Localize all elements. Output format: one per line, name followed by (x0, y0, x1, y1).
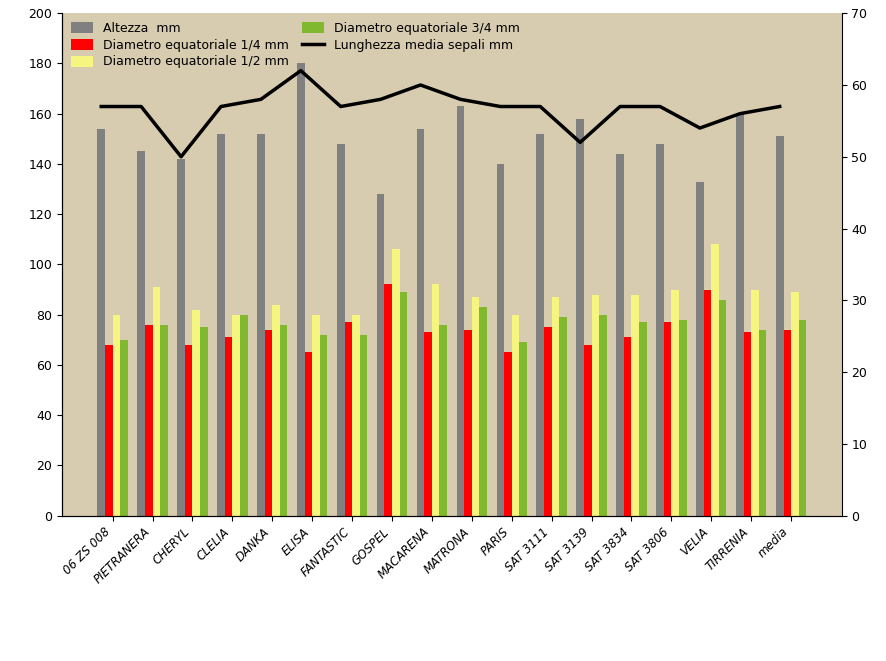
Bar (536, 134, 544, 516)
Bar (240, 315, 247, 516)
Bar (657, 144, 664, 516)
Bar (145, 325, 152, 516)
Bar (504, 352, 512, 516)
Bar (337, 144, 345, 516)
Bar (225, 337, 232, 516)
Bar (439, 325, 447, 516)
Bar (400, 292, 408, 516)
Bar (120, 340, 128, 516)
Bar (312, 315, 320, 516)
Bar (552, 297, 559, 516)
Bar (360, 334, 368, 516)
Bar (798, 320, 806, 516)
Bar (431, 284, 439, 516)
Bar (105, 345, 113, 516)
Bar (192, 309, 200, 516)
Bar (696, 182, 703, 516)
Bar (599, 315, 607, 516)
Bar (113, 315, 120, 516)
Bar (743, 332, 751, 516)
Bar (185, 345, 192, 516)
Bar (479, 307, 487, 516)
Bar (177, 159, 185, 516)
Bar (711, 245, 719, 516)
Bar (624, 337, 632, 516)
Bar (559, 317, 567, 516)
Bar (496, 164, 504, 516)
Bar (297, 63, 305, 516)
Bar (385, 284, 392, 516)
Bar (280, 325, 287, 516)
Bar (519, 342, 527, 516)
Bar (97, 129, 105, 516)
Legend: Altezza  mm, Diametro equatoriale 1/4 mm, Diametro equatoriale 1/2 mm, Diametro : Altezza mm, Diametro equatoriale 1/4 mm,… (68, 19, 523, 71)
Bar (424, 332, 431, 516)
Bar (377, 194, 385, 516)
Bar (672, 290, 679, 516)
Bar (577, 119, 584, 516)
Bar (592, 295, 599, 516)
Bar (232, 315, 240, 516)
Bar (736, 114, 743, 516)
Bar (200, 327, 207, 516)
Bar (160, 325, 167, 516)
Bar (719, 299, 727, 516)
Bar (392, 249, 400, 516)
Bar (776, 136, 783, 516)
Bar (464, 330, 472, 516)
Bar (257, 134, 265, 516)
Bar (783, 330, 791, 516)
Bar (305, 352, 312, 516)
Bar (320, 334, 327, 516)
Bar (217, 134, 225, 516)
Bar (751, 290, 758, 516)
Bar (758, 330, 766, 516)
Bar (679, 320, 687, 516)
Bar (472, 297, 479, 516)
Bar (272, 305, 280, 516)
Bar (584, 345, 592, 516)
Bar (456, 106, 464, 516)
Bar (352, 315, 360, 516)
Bar (512, 315, 519, 516)
Bar (664, 322, 672, 516)
Bar (265, 330, 272, 516)
Bar (544, 327, 552, 516)
Bar (632, 295, 639, 516)
Bar (703, 290, 711, 516)
Bar (617, 154, 624, 516)
Bar (137, 151, 145, 516)
Bar (639, 322, 647, 516)
Bar (152, 287, 160, 516)
Bar (416, 129, 424, 516)
Bar (345, 322, 352, 516)
Bar (791, 292, 798, 516)
